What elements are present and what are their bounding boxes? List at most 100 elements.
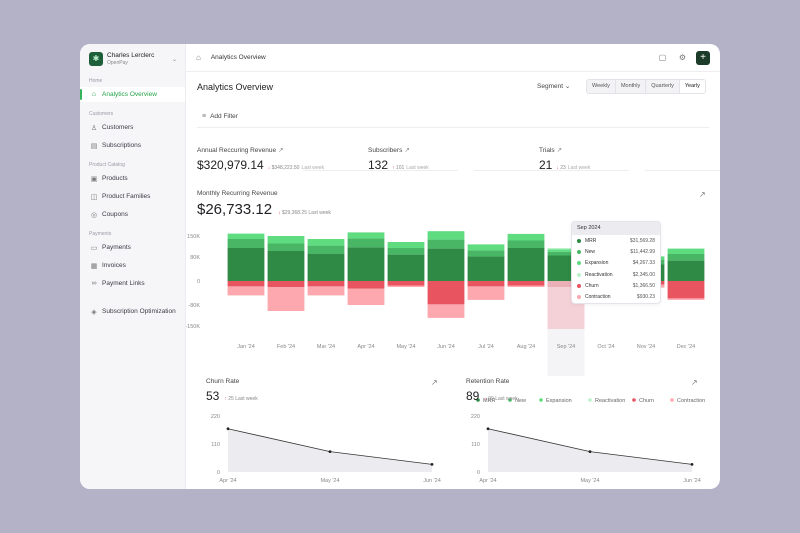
- bar-expansion: [467, 244, 505, 251]
- kpi-change: ↓ 23 Last week: [556, 165, 591, 171]
- sidebar-item-payments[interactable]: ▭ Payments: [80, 240, 185, 255]
- legend-swatch: [508, 398, 512, 402]
- bar-new: [347, 238, 385, 248]
- data-point: [588, 450, 592, 454]
- sidebar-item-analytics-overview[interactable]: ⌂ Analytics Overview: [80, 87, 185, 102]
- expand-arrow-icon[interactable]: ↗: [699, 190, 706, 199]
- bar-churn: [667, 281, 705, 299]
- chart-tooltip: Sep 2024 MRR $31,569.28 New $11,442.99 Expan…: [571, 221, 661, 304]
- card-value: 89: [466, 389, 480, 403]
- mrr-header: Monthly Recurring Revenue $26,733.12 ↓ $…: [197, 190, 331, 218]
- breadcrumb: Analytics Overview: [210, 54, 266, 61]
- bar-contraction: [347, 288, 385, 305]
- expand-arrow-icon[interactable]: ↗: [431, 378, 438, 387]
- box-icon: ▣: [90, 175, 98, 183]
- filter-row: ≡ Add Filter: [197, 110, 709, 128]
- page-title: Analytics Overview: [197, 82, 274, 92]
- y-tick-label: 220: [471, 414, 480, 420]
- data-point: [690, 462, 694, 466]
- legend-swatch: [670, 398, 674, 402]
- kpi-label: Annual Reccuring Revenue ↗: [197, 147, 284, 154]
- external-arrow-icon[interactable]: ↗: [278, 147, 284, 154]
- sidebar-item-label: Product Families: [102, 193, 151, 200]
- tooltip-swatch: [577, 295, 581, 300]
- external-arrow-icon[interactable]: ↗: [556, 147, 563, 154]
- tooltip-swatch: [577, 238, 581, 243]
- x-tick-label: Mar '24: [317, 344, 335, 350]
- x-tick-label: Feb '24: [277, 344, 295, 350]
- card-title: Retention Rate: [466, 378, 510, 385]
- sidebar-item-invoices[interactable]: ▦ Invoices: [80, 258, 185, 273]
- invoice-icon: ▦: [90, 262, 98, 270]
- expand-arrow-icon[interactable]: ↗: [691, 378, 698, 387]
- main-content: ⌂ Analytics Overview ▢ ⚙ + Analytics Ove…: [186, 44, 720, 489]
- sidebar-item-product-families[interactable]: ◫ Product Families: [80, 189, 185, 204]
- bar-mrr: [427, 248, 465, 281]
- external-arrow-icon[interactable]: ↗: [404, 147, 410, 154]
- kpi-divider: [474, 170, 629, 171]
- x-tick-label: Sep '24: [557, 344, 575, 350]
- sidebar-item-label: Products: [102, 175, 128, 182]
- x-tick-label: Apr '24: [357, 344, 374, 350]
- x-tick-label: Jun '24: [437, 344, 455, 350]
- sidebar-item-customers[interactable]: ♙ Customers: [80, 120, 185, 135]
- account-switcher[interactable]: ✱ Charles Lerclerc OpenPay ⌄: [80, 50, 185, 72]
- bar-new: [547, 251, 585, 256]
- period-monthly[interactable]: Monthly: [616, 80, 647, 93]
- period-quarterly[interactable]: Quarterly: [646, 80, 680, 93]
- x-tick-label: May '24: [396, 344, 415, 350]
- chat-icon[interactable]: ▢: [658, 53, 667, 62]
- legend-label: Contraction: [677, 398, 705, 404]
- bar-new: [667, 254, 705, 261]
- period-yearly[interactable]: Yearly: [679, 80, 705, 93]
- sidebar-item-payment-links[interactable]: ∞ Payment Links: [80, 276, 185, 291]
- sidebar-section-label: Payments: [89, 231, 112, 237]
- tooltip-row: Reactivation $2,345.00: [572, 269, 660, 280]
- bar-new: [267, 243, 305, 251]
- stack-icon: ◫: [90, 193, 98, 201]
- period-toggle: Weekly Monthly Quarterly Yearly: [586, 79, 706, 94]
- home-icon[interactable]: ⌂: [196, 53, 201, 62]
- bar-expansion: [227, 233, 265, 239]
- add-filter-label: Add Filter: [210, 113, 238, 120]
- tooltip-title: Sep 2024: [572, 222, 660, 235]
- sidebar-item-coupons[interactable]: ◎ Coupons: [80, 207, 185, 222]
- bar-expansion: [667, 248, 705, 254]
- x-tick-label: Aug '24: [517, 344, 535, 350]
- y-tick-label: -80K: [188, 303, 200, 309]
- bar-churn: [427, 281, 465, 305]
- trend-arrow-icon: ↓: [267, 165, 272, 171]
- bar-mrr: [307, 254, 345, 281]
- bar-expansion: [507, 233, 545, 241]
- bar-expansion: [427, 231, 465, 240]
- bar-expansion: [547, 249, 585, 252]
- chevron-down-icon: ⌄: [171, 56, 177, 63]
- bar-contraction: [227, 286, 265, 296]
- legend-label: Churn: [639, 398, 654, 404]
- sidebar-item-subscription-optimization[interactable]: ◈ Subscription Optimization: [80, 304, 185, 319]
- sidebar-item-products[interactable]: ▣ Products: [80, 171, 185, 186]
- kpi-value: 21: [539, 158, 553, 172]
- bar-contraction: [507, 285, 545, 287]
- period-weekly[interactable]: Weekly: [587, 80, 616, 93]
- segment-dropdown[interactable]: Segment ⌄: [537, 82, 570, 90]
- trend-arrow-icon: ↓: [484, 396, 489, 402]
- chevron-down-icon: ⌄: [564, 83, 571, 90]
- bar-mrr: [507, 248, 545, 281]
- add-filter-button[interactable]: ≡ Add Filter: [202, 113, 709, 120]
- sidebar-item-subscriptions[interactable]: ▤ Subscriptions: [80, 138, 185, 153]
- add-button[interactable]: +: [696, 50, 710, 65]
- bar-churn: [267, 281, 305, 287]
- legend-swatch: [476, 398, 480, 402]
- mrr-value: $26,733.12: [197, 201, 273, 218]
- sidebar-item-label: Payment Links: [102, 280, 145, 287]
- kpi-card: Trials ↗ 21 ↓ 23 Last week: [539, 146, 590, 172]
- gear-icon[interactable]: ⚙: [678, 53, 687, 62]
- bar-expansion: [387, 242, 425, 248]
- filter-icon: ≡: [202, 113, 207, 120]
- sidebar-item-label: Subscriptions: [102, 142, 142, 149]
- legend-label: Reactivation: [595, 398, 625, 404]
- x-tick-label: May '24: [320, 478, 339, 484]
- sidebar: ✱ Charles Lerclerc OpenPay ⌄ Home ⌂ Analyt…: [80, 44, 186, 489]
- topbar: ⌂ Analytics Overview ▢ ⚙ +: [186, 44, 720, 72]
